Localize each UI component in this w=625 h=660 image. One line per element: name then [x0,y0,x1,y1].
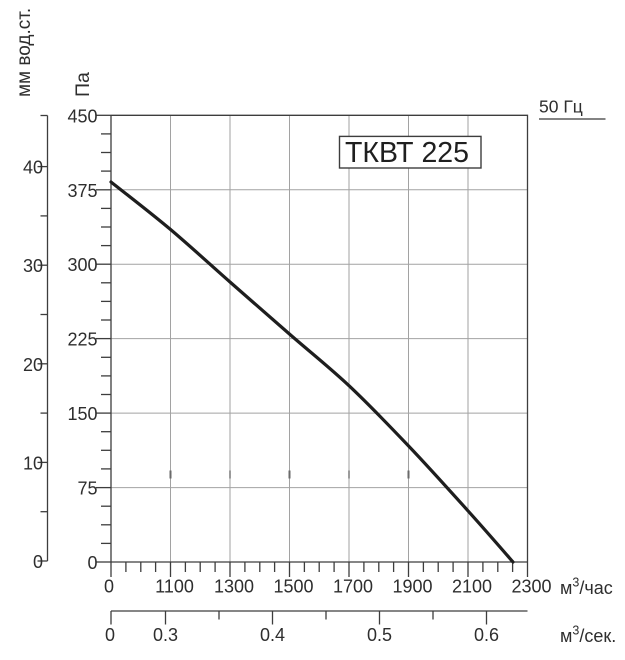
svg-text:150: 150 [67,404,97,424]
svg-text:2300: 2300 [511,577,551,597]
svg-text:0.5: 0.5 [367,625,392,645]
svg-text:ТКВТ 225: ТКВТ 225 [345,137,469,169]
svg-text:450: 450 [67,106,97,126]
svg-text:10: 10 [23,453,43,473]
svg-text:0: 0 [87,553,97,573]
svg-text:0.4: 0.4 [260,625,285,645]
svg-text:0: 0 [105,625,115,645]
svg-text:Па: Па [72,72,94,97]
svg-text:1700: 1700 [333,577,373,597]
svg-text:225: 225 [67,330,97,350]
svg-text:0.6: 0.6 [474,625,499,645]
svg-text:0: 0 [33,552,43,572]
svg-text:30: 30 [23,256,43,276]
svg-text:1300: 1300 [214,577,254,597]
svg-text:50 Гц: 50 Гц [539,97,583,117]
svg-text:1900: 1900 [392,577,432,597]
svg-text:м3/час: м3/час [560,576,613,599]
svg-text:мм вод.ст.: мм вод.ст. [14,8,35,97]
svg-text:20: 20 [23,355,43,375]
svg-text:375: 375 [67,181,97,201]
svg-text:1500: 1500 [273,577,313,597]
svg-text:40: 40 [23,158,43,178]
svg-text:2100: 2100 [452,577,492,597]
svg-text:м3/сек.: м3/сек. [560,624,616,647]
svg-text:0.3: 0.3 [153,625,178,645]
svg-text:0: 0 [104,577,114,597]
svg-text:75: 75 [77,479,97,499]
svg-text:300: 300 [67,255,97,275]
svg-text:1100: 1100 [155,577,194,597]
